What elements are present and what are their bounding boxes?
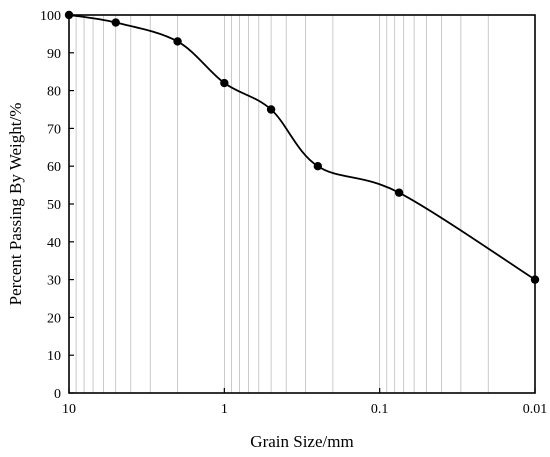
y-tick-label: 30	[47, 274, 61, 289]
axis-ticks	[68, 14, 536, 394]
series-line	[68, 14, 536, 281]
data-point	[220, 78, 229, 88]
y-tick-label: 50	[47, 198, 61, 213]
y-tick-labels: 0 10 20 30 40 50 60 70 80 90 100	[40, 9, 61, 402]
plot-frame	[68, 14, 536, 394]
grid-lines	[68, 15, 536, 393]
data-point	[394, 188, 404, 197]
y-tick-label: 70	[47, 122, 61, 137]
y-tick-label: 40	[47, 236, 61, 251]
x-axis-title: Grain Size/mm	[250, 432, 353, 451]
data-markers	[64, 10, 540, 284]
y-tick-label: 80	[47, 85, 61, 100]
data-point	[111, 18, 120, 27]
data-point	[313, 162, 323, 171]
x-tick-label: 1	[221, 402, 228, 417]
y-tick-label: 60	[47, 160, 61, 175]
y-tick-label: 100	[40, 9, 61, 24]
y-tick-label: 0	[54, 387, 61, 402]
data-point	[173, 37, 182, 46]
data-point	[266, 105, 276, 114]
x-tick-labels: 10 1 0.1 0.01	[62, 402, 547, 417]
y-axis-title: Percent Passing By Weight/%	[6, 103, 25, 306]
x-tick-label: 0.1	[371, 402, 389, 417]
x-tick-label: 0.01	[523, 402, 548, 417]
y-tick-label: 90	[47, 47, 61, 62]
x-tick-label: 10	[62, 402, 76, 417]
y-tick-label: 20	[47, 311, 61, 326]
series-curve	[68, 14, 536, 281]
y-tick-label: 10	[47, 349, 61, 364]
